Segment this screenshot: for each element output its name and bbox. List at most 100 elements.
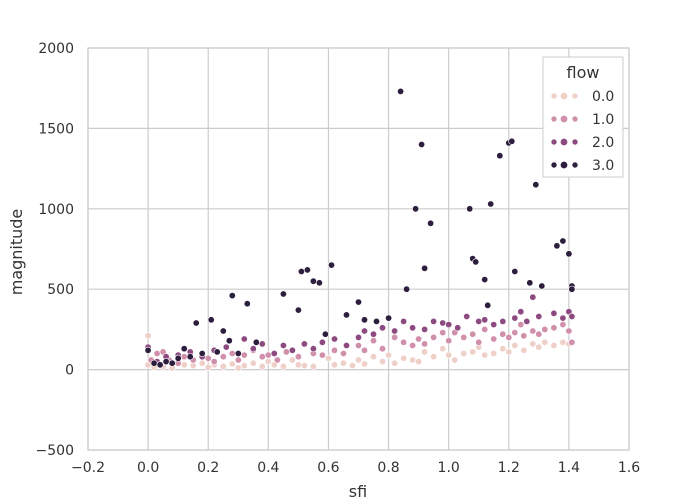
data-point (282, 348, 290, 356)
data-point (369, 330, 377, 338)
data-point (490, 335, 498, 343)
data-point (186, 353, 194, 361)
data-point (385, 351, 393, 359)
data-point (219, 362, 227, 370)
data-point (234, 349, 242, 357)
data-point (529, 327, 537, 335)
x-tick-label: 0.8 (377, 460, 399, 476)
legend: flow 0.0 1.0 2.0 3.0 (542, 56, 624, 178)
data-point (490, 349, 498, 357)
data-point (421, 348, 429, 356)
y-tick-label: 2000 (38, 41, 74, 57)
data-point (460, 333, 468, 341)
data-point (180, 361, 188, 369)
data-point (541, 338, 549, 346)
data-point (258, 340, 266, 348)
data-point (354, 356, 362, 364)
data-point (400, 354, 408, 362)
data-point (565, 327, 573, 335)
data-point (499, 330, 507, 338)
data-point (318, 351, 326, 359)
x-tick-label: −0.2 (71, 460, 105, 476)
data-point (360, 316, 368, 324)
data-point (466, 205, 474, 213)
data-point (481, 351, 489, 359)
data-point (162, 358, 170, 366)
data-point (279, 341, 287, 349)
data-point (198, 359, 206, 367)
data-point (240, 351, 248, 359)
data-point (418, 141, 426, 149)
data-point (532, 181, 540, 189)
data-point (511, 314, 519, 322)
data-point (300, 362, 308, 370)
y-tick-label: 500 (47, 282, 74, 298)
x-tick-label: 1.0 (438, 460, 460, 476)
data-point (249, 345, 257, 353)
data-point (517, 321, 525, 329)
data-point (439, 319, 447, 327)
x-tick-labels: −0.2 0.0 0.2 0.4 0.6 0.8 1.0 1.2 1.4 1.6 (71, 460, 640, 476)
data-point (499, 317, 507, 325)
data-point (180, 345, 188, 353)
data-point (391, 333, 399, 341)
data-point (219, 327, 227, 335)
x-axis-label: sfi (349, 482, 367, 500)
data-point (496, 152, 504, 160)
data-point (303, 266, 311, 274)
data-point (445, 337, 453, 345)
legend-item: 3.0 (550, 158, 614, 174)
data-point (354, 341, 362, 349)
data-point (234, 364, 242, 372)
data-point (321, 330, 329, 338)
data-point (252, 338, 260, 346)
data-point (219, 353, 227, 361)
data-point (409, 324, 417, 332)
x-tick-label: 0.6 (317, 460, 339, 476)
data-point (294, 361, 302, 369)
data-point (264, 358, 272, 366)
x-tick-label: 1.4 (558, 460, 580, 476)
legend-marker (559, 161, 568, 170)
data-point (520, 332, 528, 340)
data-point (409, 356, 417, 364)
y-axis-label: magnitude (7, 209, 26, 296)
data-points (144, 87, 576, 372)
data-point (475, 338, 483, 346)
data-point (273, 356, 281, 364)
legend-label: 0.0 (592, 89, 614, 105)
data-point (559, 338, 567, 346)
data-point (294, 306, 302, 314)
data-point (421, 340, 429, 348)
data-point (144, 346, 152, 354)
data-point (391, 359, 399, 367)
x-tick-label: 0.2 (197, 460, 219, 476)
legend-marker (571, 115, 579, 123)
x-tick-label: 0.4 (257, 460, 279, 476)
data-point (529, 293, 537, 301)
data-point (430, 353, 438, 361)
x-tick-label: 1.6 (618, 460, 640, 476)
data-point (228, 292, 236, 300)
series-flow-0-0 (144, 332, 573, 372)
data-point (300, 340, 308, 348)
data-point (565, 250, 573, 258)
legend-marker (550, 115, 558, 123)
legend-label: 3.0 (592, 158, 614, 174)
data-point (213, 348, 221, 356)
data-point (330, 346, 338, 354)
data-point (369, 337, 377, 345)
legend-marker (550, 161, 558, 169)
data-point (372, 317, 380, 325)
data-point (454, 324, 462, 332)
data-point (360, 360, 368, 368)
data-point (490, 321, 498, 329)
data-point (258, 362, 266, 370)
data-point (174, 354, 182, 362)
data-point (409, 341, 417, 349)
data-point (505, 333, 513, 341)
data-point (204, 363, 212, 371)
data-point (318, 338, 326, 346)
data-point (297, 267, 305, 275)
data-point (348, 362, 356, 370)
